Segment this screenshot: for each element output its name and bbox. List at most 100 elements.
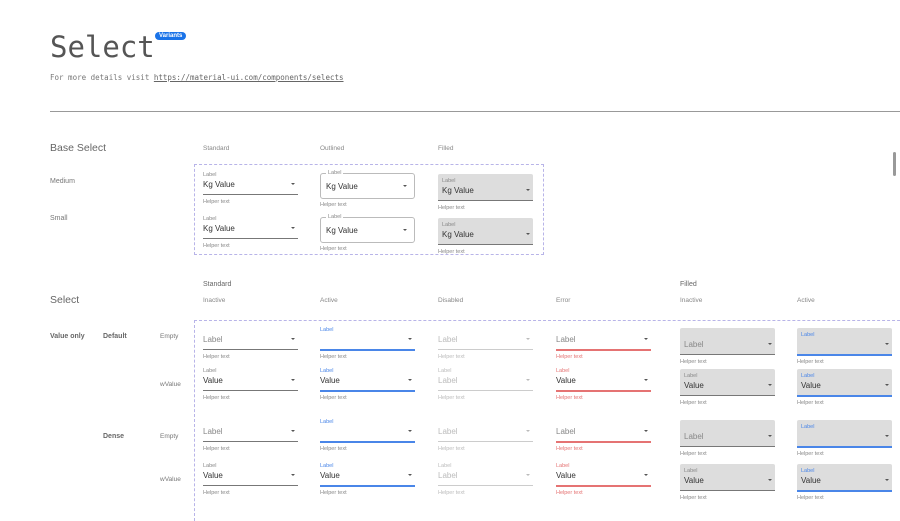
select-underline: [203, 349, 298, 350]
dropdown-arrow-icon[interactable]: [885, 435, 889, 437]
helper-text: Helper text: [320, 446, 347, 452]
dropdown-arrow-icon[interactable]: [291, 474, 295, 476]
dropdown-arrow-icon[interactable]: [885, 384, 889, 386]
select-box: [320, 173, 415, 199]
dropdown-arrow-icon[interactable]: [291, 183, 295, 185]
standard-select-inactive[interactable]: Label Helper text: [203, 327, 298, 361]
dropdown-arrow-icon[interactable]: [291, 430, 295, 432]
filled-select-active[interactable]: Label Value Helper text: [797, 369, 892, 407]
select-underline: [203, 238, 298, 239]
standard-select-inactive[interactable]: Label Kg Value Helper text: [203, 216, 298, 250]
select-label: Label: [684, 373, 698, 379]
select-value: Value: [684, 381, 704, 390]
helper-text: Helper text: [797, 451, 824, 457]
dropdown-arrow-icon[interactable]: [768, 479, 772, 481]
filled-select-active[interactable]: Label Helper text: [797, 420, 892, 458]
filled-select-inactive[interactable]: Label Kg Value Helper text: [438, 218, 533, 256]
select-underline: [797, 395, 892, 397]
select-label: Label: [801, 373, 815, 379]
dropdown-arrow-icon[interactable]: [768, 384, 772, 386]
dropdown-arrow-icon[interactable]: [644, 379, 648, 381]
dropdown-arrow-icon[interactable]: [885, 479, 889, 481]
select-box: [797, 369, 892, 395]
dropdown-arrow-icon[interactable]: [644, 430, 648, 432]
select-label: Label: [320, 419, 334, 425]
select-placeholder-label: Label: [556, 335, 576, 344]
dropdown-arrow-icon[interactable]: [526, 474, 530, 476]
helper-text: Helper text: [680, 495, 707, 501]
standard-select-active[interactable]: Label Value Helper text: [320, 368, 415, 402]
dropdown-arrow-icon[interactable]: [403, 185, 407, 187]
col-active: Active: [320, 297, 338, 304]
standard-select-error[interactable]: Label Value Helper text: [556, 368, 651, 402]
standard-select-inactive[interactable]: Label Helper text: [203, 419, 298, 453]
helper-text: Helper text: [556, 354, 583, 360]
standard-select-active[interactable]: Label Value Helper text: [320, 463, 415, 497]
standard-select-inactive[interactable]: Label Value Helper text: [203, 463, 298, 497]
dropdown-arrow-icon[interactable]: [291, 379, 295, 381]
select-box: [680, 420, 775, 446]
standard-select-disabled: Label Label Helper text: [438, 368, 533, 402]
helper-text: Helper text: [320, 395, 347, 401]
dropdown-arrow-icon[interactable]: [291, 338, 295, 340]
outlined-select-inactive[interactable]: Label Kg Value Helper text: [320, 214, 415, 255]
docs-link[interactable]: https://material-ui.com/components/selec…: [153, 73, 344, 82]
select-box: [438, 218, 533, 244]
standard-select-error[interactable]: Label Value Helper text: [556, 463, 651, 497]
select-label: Label: [438, 463, 452, 469]
dropdown-arrow-icon[interactable]: [526, 338, 530, 340]
dropdown-arrow-icon[interactable]: [768, 435, 772, 437]
standard-select-active[interactable]: Label Helper text: [320, 419, 415, 453]
select-underline: [438, 390, 533, 391]
helper-text: Helper text: [438, 249, 465, 255]
dropdown-arrow-icon[interactable]: [526, 430, 530, 432]
filled-select-inactive[interactable]: Label Kg Value Helper text: [438, 174, 533, 212]
scrollbar[interactable]: [893, 152, 896, 176]
filled-select-active[interactable]: Label Helper text: [797, 328, 892, 366]
dropdown-arrow-icon[interactable]: [291, 227, 295, 229]
select-underline: [556, 390, 651, 392]
select-box: [320, 217, 415, 243]
select-label: Label: [320, 368, 334, 374]
filled-select-inactive[interactable]: Label Helper text: [680, 420, 775, 458]
dropdown-arrow-icon[interactable]: [403, 229, 407, 231]
select-box: [680, 369, 775, 395]
standard-select-active[interactable]: Label Helper text: [320, 327, 415, 361]
standard-select-inactive[interactable]: Label Kg Value Helper text: [203, 172, 298, 206]
select-label: Label: [326, 214, 344, 220]
dropdown-arrow-icon[interactable]: [768, 343, 772, 345]
col-inactive: Inactive: [680, 297, 703, 304]
dropdown-arrow-icon[interactable]: [526, 233, 530, 235]
helper-text: Helper text: [797, 359, 824, 365]
row-empty-dense: Empty: [160, 433, 179, 440]
filled-select-inactive[interactable]: Label Value Helper text: [680, 464, 775, 502]
select-label: Label: [326, 170, 344, 176]
select-label: Label: [556, 368, 570, 374]
select-underline: [320, 349, 415, 351]
dropdown-arrow-icon[interactable]: [644, 474, 648, 476]
dropdown-arrow-icon[interactable]: [526, 379, 530, 381]
select-value: Value: [801, 381, 821, 390]
select-heading: Select: [50, 294, 80, 306]
dropdown-arrow-icon[interactable]: [644, 338, 648, 340]
standard-select-error[interactable]: Label Helper text: [556, 419, 651, 453]
select-placeholder-label: Label: [556, 427, 576, 436]
dropdown-arrow-icon[interactable]: [408, 379, 412, 381]
helper-text: Helper text: [438, 446, 465, 452]
standard-select-inactive[interactable]: Label Value Helper text: [203, 368, 298, 402]
dropdown-arrow-icon[interactable]: [526, 189, 530, 191]
standard-select-error[interactable]: Label Helper text: [556, 327, 651, 361]
filled-select-inactive[interactable]: Label Value Helper text: [680, 369, 775, 407]
filled-select-active[interactable]: Label Value Helper text: [797, 464, 892, 502]
select-box: [680, 464, 775, 490]
outlined-select-inactive[interactable]: Label Kg Value Helper text: [320, 170, 415, 211]
dropdown-arrow-icon[interactable]: [408, 338, 412, 340]
helper-text: Helper text: [556, 490, 583, 496]
row-dense: Dense: [103, 433, 125, 440]
dropdown-arrow-icon[interactable]: [885, 343, 889, 345]
select-label: Label: [801, 468, 815, 474]
select-box: [797, 420, 892, 446]
dropdown-arrow-icon[interactable]: [408, 474, 412, 476]
filled-select-inactive[interactable]: Label Helper text: [680, 328, 775, 366]
dropdown-arrow-icon[interactable]: [408, 430, 412, 432]
